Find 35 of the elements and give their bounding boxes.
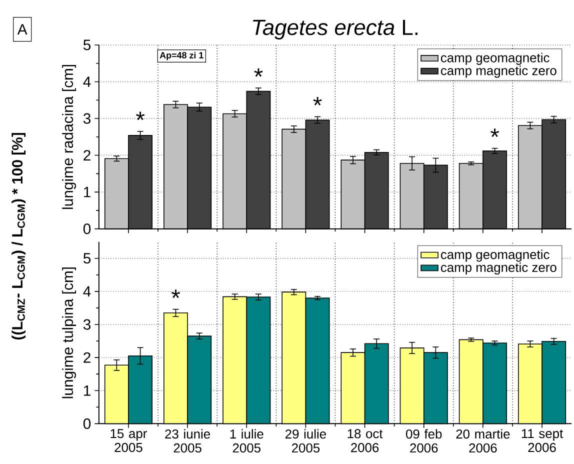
annotation: * (313, 97, 322, 106)
x-tick-label: 18 oct 2006 (348, 429, 383, 452)
y-tick-label: 5 (83, 253, 91, 264)
x-tick-label: 20 martie 2006 (456, 429, 510, 453)
x-tick-label: 15 apr 2005 (110, 429, 147, 452)
legend-label: camp magnetic zero (440, 66, 556, 78)
y-tick-label: 3 (83, 319, 91, 330)
y-tick-label: 0 (83, 224, 91, 234)
y-tick-label: 4 (83, 286, 91, 297)
y-tick-label: 0 (83, 418, 91, 430)
legend-label: camp geomagnetic (440, 52, 550, 66)
y-tick-label: 1 (84, 187, 90, 198)
legend-label: camp magnetic zero (440, 262, 556, 275)
text: ((L$_{CMZ}$- L$_{CGM}$) / L$_{CGM}$) * 100 [%] (12, 133, 26, 340)
y-tick-label: 2 (84, 352, 90, 363)
annotation: * (136, 112, 145, 120)
legend-label: camp geomagnetic (440, 250, 550, 262)
x-tick-label: 29 iulie 2005 (286, 429, 326, 453)
y-tick-label: 5 (83, 40, 91, 50)
y-axis-title: lungime radacina [cm] (62, 65, 76, 210)
annotation: Ap=48 zi 1 (160, 52, 204, 60)
y-axis-title: lungime tulpina [cm] (62, 268, 76, 398)
annotation: * (254, 68, 263, 77)
y-tick-label: 1 (84, 386, 90, 396)
y-tick-label: 4 (83, 76, 91, 88)
y-tick-label: 3 (83, 113, 91, 124)
x-tick-label: 23 iunie 2005 (165, 429, 210, 453)
y-tick-label: 2 (84, 150, 90, 161)
annotation: * (171, 290, 180, 298)
chart-title: Tagetes erecta L. (253, 20, 418, 40)
x-tick-label: 1 iulie 2005 (230, 429, 264, 453)
annotation: * (490, 128, 500, 138)
x-tick-label: 09 feb 2006 (406, 429, 442, 453)
x-tick-label: 11 sept 2006 (522, 429, 564, 452)
text: A (17, 24, 28, 35)
